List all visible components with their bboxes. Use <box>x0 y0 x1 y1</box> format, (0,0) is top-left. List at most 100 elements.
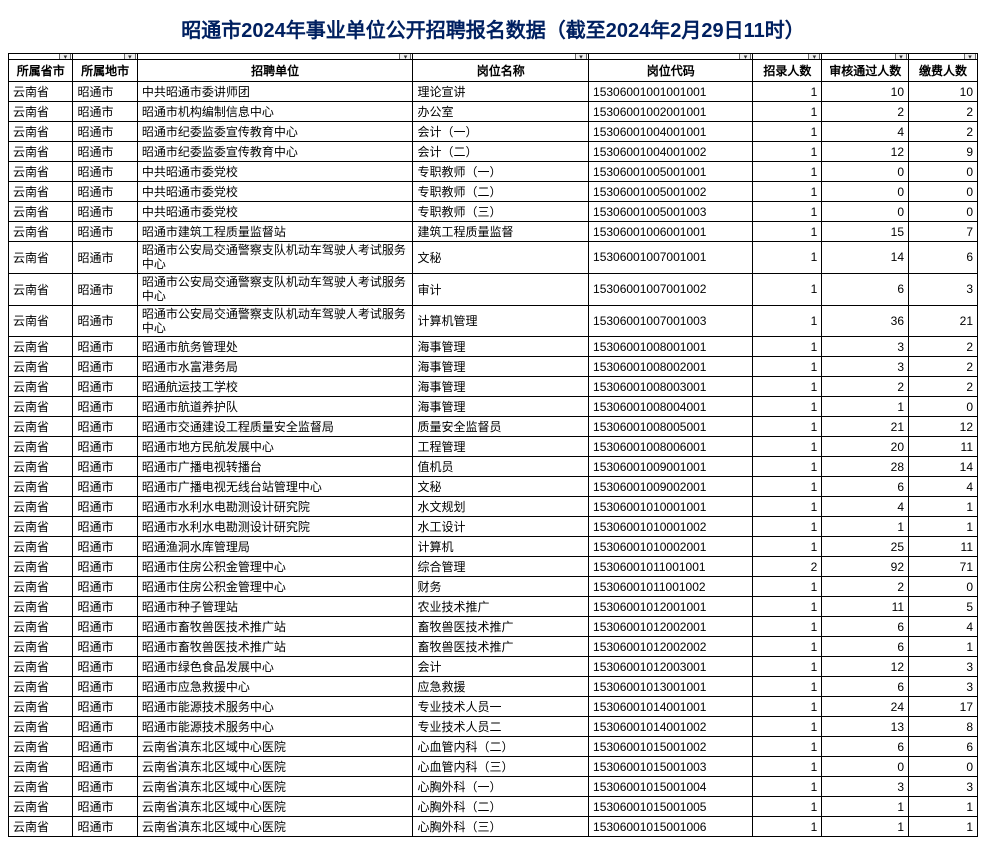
cell: 昭通市畜牧兽医技术推广站 <box>137 637 413 657</box>
filter-cell: ▾ <box>137 54 413 60</box>
cell: 15306001008006001 <box>589 437 753 457</box>
cell: 1 <box>753 417 822 437</box>
cell: 云南省 <box>9 397 73 417</box>
table-row: 云南省昭通市昭通市种子管理站农业技术推广15306001012001001111… <box>9 597 978 617</box>
cell: 云南省 <box>9 182 73 202</box>
table-row: 云南省昭通市昭通市住房公积金管理中心综合管理153060010110010012… <box>9 557 978 577</box>
cell: 计算机管理 <box>413 305 589 337</box>
cell: 昭通市 <box>73 477 137 497</box>
cell: 1 <box>753 597 822 617</box>
cell: 15306001004001002 <box>589 142 753 162</box>
filter-dropdown-button[interactable]: ▾ <box>59 54 71 60</box>
cell: 理论宣讲 <box>413 82 589 102</box>
cell: 专职教师（三） <box>413 202 589 222</box>
cell: 昭通市 <box>73 537 137 557</box>
cell: 15306001012003001 <box>589 657 753 677</box>
cell: 昭通市 <box>73 357 137 377</box>
cell: 1 <box>753 437 822 457</box>
cell: 云南省 <box>9 305 73 337</box>
table-row: 云南省昭通市昭通市住房公积金管理中心财务15306001011001002120 <box>9 577 978 597</box>
cell: 应急救援 <box>413 677 589 697</box>
cell: 云南省 <box>9 617 73 637</box>
cell: 1 <box>753 305 822 337</box>
cell: 1 <box>753 737 822 757</box>
cell: 云南省 <box>9 273 73 305</box>
cell: 昭通市地方民航发展中心 <box>137 437 413 457</box>
cell: 1 <box>753 777 822 797</box>
cell: 海事管理 <box>413 357 589 377</box>
cell: 15306001005001003 <box>589 202 753 222</box>
cell: 1 <box>753 457 822 477</box>
cell: 云南省 <box>9 777 73 797</box>
cell: 昭通市公安局交通警察支队机动车驾驶人考试服务中心 <box>137 273 413 305</box>
cell: 2 <box>753 557 822 577</box>
cell: 云南省 <box>9 577 73 597</box>
cell: 专业技术人员一 <box>413 697 589 717</box>
cell: 昭通市 <box>73 273 137 305</box>
cell: 海事管理 <box>413 397 589 417</box>
cell: 4 <box>822 497 909 517</box>
column-header: 所属省市 <box>9 60 73 82</box>
cell: 昭通市 <box>73 557 137 577</box>
filter-dropdown-button[interactable]: ▾ <box>964 54 976 60</box>
table-body: 云南省昭通市中共昭通市委讲师团理论宣讲153060010010010011101… <box>9 82 978 837</box>
filter-dropdown-button[interactable]: ▾ <box>895 54 907 60</box>
cell: 云南省 <box>9 557 73 577</box>
table-row: 云南省昭通市中共昭通市委党校专职教师（二）1530600100500100210… <box>9 182 978 202</box>
cell: 1 <box>822 817 909 837</box>
cell: 15306001008005001 <box>589 417 753 437</box>
table-row: 云南省昭通市昭通市纪委监委宣传教育中心会计（一）1530600100400100… <box>9 122 978 142</box>
cell: 专职教师（一） <box>413 162 589 182</box>
cell: 1 <box>753 577 822 597</box>
cell: 云南省 <box>9 477 73 497</box>
table-row: 云南省昭通市昭通市建筑工程质量监督站建筑工程质量监督15306001006001… <box>9 222 978 242</box>
filter-dropdown-button[interactable]: ▾ <box>739 54 751 60</box>
cell: 6 <box>822 273 909 305</box>
cell: 云南省 <box>9 817 73 837</box>
table-row: 云南省昭通市云南省滇东北区域中心医院心胸外科（三）153060010150010… <box>9 817 978 837</box>
cell: 心血管内科（三） <box>413 757 589 777</box>
cell: 15306001001001001 <box>589 82 753 102</box>
cell: 昭通市 <box>73 437 137 457</box>
cell: 云南省 <box>9 222 73 242</box>
cell: 昭通市 <box>73 182 137 202</box>
cell: 2 <box>822 102 909 122</box>
filter-dropdown-button[interactable]: ▾ <box>124 54 136 60</box>
cell: 92 <box>822 557 909 577</box>
cell: 昭通市 <box>73 597 137 617</box>
cell: 海事管理 <box>413 337 589 357</box>
cell: 水文规划 <box>413 497 589 517</box>
table-row: 云南省昭通市昭通市畜牧兽医技术推广站畜牧兽医技术推广15306001012002… <box>9 637 978 657</box>
table-row: 云南省昭通市昭通渔洞水库管理局计算机1530600101000200112511 <box>9 537 978 557</box>
filter-dropdown-button[interactable]: ▾ <box>399 54 411 60</box>
cell: 0 <box>822 757 909 777</box>
table-row: 云南省昭通市昭通航运技工学校海事管理15306001008003001122 <box>9 377 978 397</box>
cell: 15306001005001002 <box>589 182 753 202</box>
cell: 工程管理 <box>413 437 589 457</box>
cell: 21 <box>822 417 909 437</box>
cell: 昭通市 <box>73 797 137 817</box>
table-row: 云南省昭通市云南省滇东北区域中心医院心胸外科（一）153060010150010… <box>9 777 978 797</box>
table-row: 云南省昭通市昭通市机构编制信息中心办公室15306001002001001122 <box>9 102 978 122</box>
cell: 14 <box>909 457 978 477</box>
cell: 昭通市 <box>73 497 137 517</box>
filter-dropdown-button[interactable]: ▾ <box>808 54 820 60</box>
header-row: 所属省市所属地市招聘单位岗位名称岗位代码招录人数审核通过人数缴费人数 <box>9 60 978 82</box>
cell: 昭通市 <box>73 337 137 357</box>
cell: 云南省 <box>9 457 73 477</box>
cell: 15306001010001002 <box>589 517 753 537</box>
filter-dropdown-button[interactable]: ▾ <box>575 54 587 60</box>
cell: 0 <box>909 757 978 777</box>
cell: 云南省 <box>9 202 73 222</box>
cell: 3 <box>909 273 978 305</box>
cell: 云南省 <box>9 657 73 677</box>
cell: 1 <box>909 817 978 837</box>
cell: 15306001002001001 <box>589 102 753 122</box>
cell: 云南省 <box>9 162 73 182</box>
cell: 1 <box>753 677 822 697</box>
cell: 15306001009001001 <box>589 457 753 477</box>
cell: 1 <box>753 102 822 122</box>
cell: 文秘 <box>413 477 589 497</box>
cell: 文秘 <box>413 242 589 274</box>
table-row: 云南省昭通市昭通市能源技术服务中心专业技术人员二1530600101400100… <box>9 717 978 737</box>
